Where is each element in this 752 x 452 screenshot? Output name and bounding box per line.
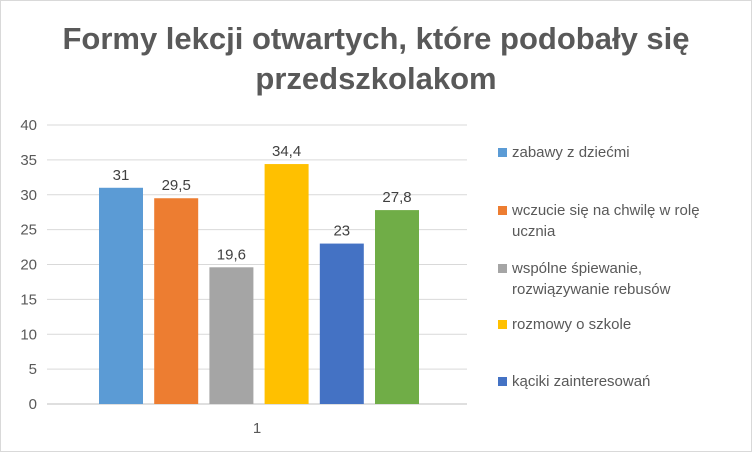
y-tick-label: 30 <box>20 187 37 204</box>
legend-swatch <box>498 320 507 329</box>
bar <box>99 187 143 404</box>
bar <box>209 267 254 404</box>
legend-label: wczucie się na chwilę w rolę ucznia <box>512 202 700 240</box>
y-tick-label: 35 <box>20 152 37 169</box>
legend-item: rozmowy o szkole <box>498 314 743 335</box>
y-tick-label: 5 <box>29 361 37 378</box>
data-label: 27,8 <box>382 189 411 206</box>
chart-title: Formy lekcji otwartych, które podobały s… <box>62 21 690 96</box>
y-tick-label: 15 <box>20 291 37 308</box>
data-label: 19,6 <box>217 246 246 263</box>
y-tick-label: 0 <box>29 396 37 413</box>
bar <box>264 164 309 404</box>
legend-label: wspólne śpiewanie, rozwiązywanie rebusów <box>512 260 671 298</box>
bar <box>154 198 199 404</box>
legend-swatch <box>498 264 507 273</box>
legend-swatch <box>498 148 507 157</box>
y-tick-label: 10 <box>20 326 37 343</box>
data-label: 29,5 <box>162 177 191 194</box>
legend-item: wspólne śpiewanie, rozwiązywanie rebusów <box>498 258 743 300</box>
data-label: 31 <box>113 167 130 184</box>
bar <box>375 210 419 404</box>
legend-item: wczucie się na chwilę w rolę ucznia <box>498 200 743 242</box>
legend-swatch <box>498 377 507 386</box>
legend-label: rozmowy o szkole <box>512 316 632 333</box>
x-tick-label: 1 <box>253 420 261 437</box>
y-tick-label: 25 <box>20 222 37 239</box>
data-label: 23 <box>333 223 350 240</box>
legend-item: kąciki zainteresowań <box>498 371 743 392</box>
legend-swatch <box>498 206 507 215</box>
legend-label: zabawy z dziećmi <box>512 144 630 161</box>
legend-label: kąciki zainteresowań <box>512 373 651 390</box>
bar <box>319 243 364 404</box>
legend: zabawy z dziećmi wczucie się na chwilę w … <box>498 1 748 451</box>
y-tick-label: 20 <box>20 257 37 274</box>
y-tick-label: 40 <box>20 117 37 134</box>
legend-item: zabawy z dziećmi <box>498 142 743 163</box>
data-label: 34,4 <box>272 143 301 160</box>
